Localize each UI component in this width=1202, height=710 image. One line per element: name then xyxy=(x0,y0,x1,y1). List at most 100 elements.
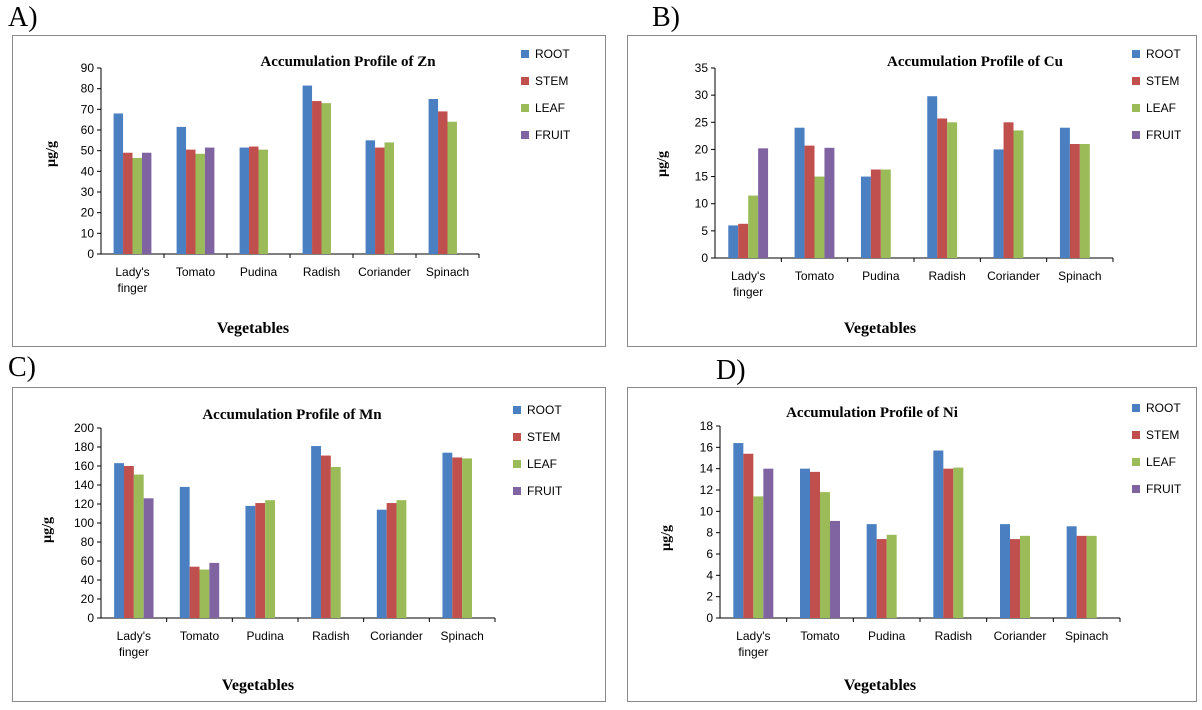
y-tick-label: 30 xyxy=(81,185,95,199)
y-tick-label: 8 xyxy=(706,526,713,540)
bar-leaf xyxy=(1079,144,1090,258)
y-tick-label: 0 xyxy=(87,611,94,625)
y-tick-label: 90 xyxy=(81,61,95,75)
legend-label-fruit: FRUIT xyxy=(1146,482,1182,496)
y-tick-label: 12 xyxy=(700,483,714,497)
bar-stem xyxy=(320,455,331,618)
bar-root xyxy=(114,463,124,618)
bar-root xyxy=(800,468,810,618)
legend-swatch-root xyxy=(513,406,521,414)
bar-stem xyxy=(123,152,133,254)
bar-fruit xyxy=(824,147,835,258)
x-category-label: Coriander xyxy=(358,265,411,279)
y-tick-label: 60 xyxy=(81,123,95,137)
y-tick-label: 40 xyxy=(81,164,95,178)
legend-label-leaf: LEAF xyxy=(1146,455,1176,469)
bar-stem xyxy=(386,503,397,618)
x-category-label: Spinach xyxy=(440,629,483,643)
chart-zn: Accumulation Profile of Zn 0 10 20 30 40 50 60 7… xyxy=(12,35,606,347)
y-tick-label: 0 xyxy=(706,611,713,625)
y-tick-label: 16 xyxy=(700,440,714,454)
x-category-label: Tomato xyxy=(176,265,216,279)
x-axis-title: Vegetables xyxy=(844,320,916,337)
bar-leaf xyxy=(195,153,205,254)
y-tick-label: 100 xyxy=(74,516,94,530)
bar-root xyxy=(993,149,1004,258)
y-tick-label: 80 xyxy=(81,535,95,549)
panel-label-d: D) xyxy=(716,355,746,386)
legend-label-stem: STEM xyxy=(1146,428,1179,442)
bar-root xyxy=(442,452,453,618)
x-category-label: Radish xyxy=(935,629,972,643)
bar-root xyxy=(1066,526,1077,618)
x-axis-title: Vegetables xyxy=(217,320,289,337)
bar-leaf xyxy=(132,157,142,254)
bar-root xyxy=(1059,127,1070,258)
y-axis-title: µg/g xyxy=(44,141,59,167)
y-axis-title: µg/g xyxy=(40,517,55,543)
legend-swatch-root xyxy=(521,50,529,58)
chart-cu: Accumulation Profile of Cu 0 5 10 15 20 25 30 35… xyxy=(627,35,1197,347)
bar-fruit xyxy=(830,520,840,618)
y-tick-label: 180 xyxy=(74,440,94,454)
y-tick-label: 20 xyxy=(81,592,95,606)
bar-root xyxy=(933,450,944,618)
bar-stem xyxy=(375,147,385,254)
legend-label-stem: STEM xyxy=(1146,74,1179,88)
bar-stem xyxy=(438,111,448,255)
bar-root xyxy=(113,113,124,254)
bar-fruit xyxy=(141,152,152,254)
bar-root xyxy=(794,127,805,258)
bar-stem xyxy=(452,457,463,618)
panel-label-a: A) xyxy=(8,2,38,33)
x-category-label: Lady's xyxy=(731,269,765,283)
y-tick-label: 10 xyxy=(695,197,709,211)
chart-title: Accumulation Profile of Ni xyxy=(786,405,958,421)
y-tick-label: 70 xyxy=(81,102,95,116)
bar-fruit xyxy=(763,468,774,618)
bar-stem xyxy=(738,223,749,258)
bar-leaf xyxy=(133,474,144,618)
y-tick-label: 40 xyxy=(81,573,95,587)
bar-stem xyxy=(810,471,820,618)
legend-swatch-leaf xyxy=(1132,104,1140,112)
bar-root xyxy=(733,443,744,618)
bar-leaf xyxy=(753,496,764,618)
legend-label-leaf: LEAF xyxy=(1146,101,1176,115)
chart-ni: Accumulation Profile of Ni 0 2 4 6 8 10 12 14 16 1… xyxy=(627,387,1197,702)
x-category-label: Spinach xyxy=(426,265,469,279)
y-tick-label: 10 xyxy=(700,504,714,518)
chart-svg: Accumulation Profile of Mn 0 20 40 60 80 100 12… xyxy=(40,403,563,694)
y-tick-label: 80 xyxy=(81,82,95,96)
bar-stem xyxy=(804,145,815,258)
y-tick-label: 0 xyxy=(87,247,94,261)
legend-swatch-fruit xyxy=(1132,131,1140,139)
bar-stem xyxy=(870,169,881,258)
legend-swatch-fruit xyxy=(1132,485,1140,493)
x-category-label: Spinach xyxy=(1058,269,1101,283)
y-tick-label: 30 xyxy=(695,88,709,102)
y-axis-title: µg/g xyxy=(655,151,670,177)
legend-label-fruit: FRUIT xyxy=(1146,128,1182,142)
y-tick-label: 160 xyxy=(74,459,94,473)
x-category-label: finger xyxy=(733,285,763,299)
bar-stem xyxy=(1010,539,1020,618)
y-tick-label: 140 xyxy=(74,478,94,492)
legend-swatch-stem xyxy=(1132,77,1140,85)
legend-swatch-leaf xyxy=(1132,458,1140,466)
bar-stem xyxy=(123,466,134,618)
bar-stem xyxy=(743,453,754,618)
legend-swatch-stem xyxy=(513,433,521,441)
legend-label-stem: STEM xyxy=(527,430,560,444)
y-tick-label: 14 xyxy=(700,462,714,476)
bar-root xyxy=(927,96,938,258)
legend-label-fruit: FRUIT xyxy=(527,484,563,498)
bar-leaf xyxy=(947,122,958,259)
bar-leaf xyxy=(330,466,341,618)
x-category-label: Lady's xyxy=(117,629,151,643)
bar-root xyxy=(365,140,376,254)
y-tick-label: 10 xyxy=(81,226,95,240)
x-category-label: finger xyxy=(117,281,147,295)
legend-label-leaf: LEAF xyxy=(535,101,565,115)
bar-stem xyxy=(1076,535,1087,618)
